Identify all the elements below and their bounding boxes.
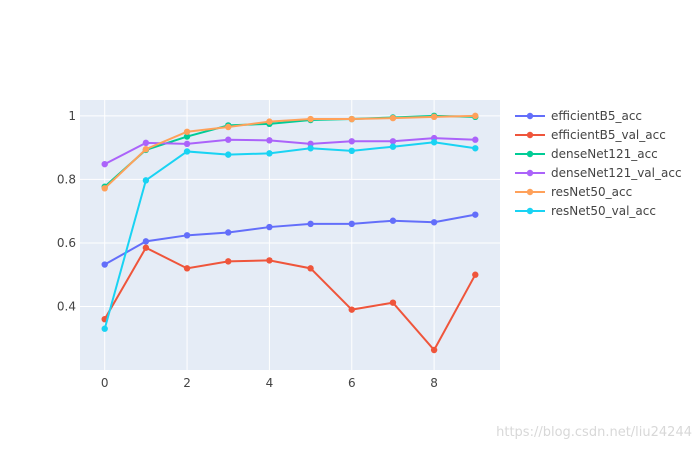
data-point — [430, 113, 438, 121]
data-point — [307, 265, 314, 272]
legend-item[interactable]: resNet50_acc — [515, 185, 632, 199]
legend-marker — [526, 169, 534, 177]
data-point — [307, 220, 314, 228]
data-point — [389, 217, 397, 224]
data-point — [307, 115, 314, 123]
data-point — [389, 299, 397, 306]
legend-label: efficientB5_acc — [551, 109, 642, 123]
data-point — [225, 258, 232, 265]
data-point — [348, 147, 355, 155]
data-point — [389, 114, 397, 122]
series-line — [104, 137, 476, 166]
y-tick-label: 0.4 — [57, 299, 76, 313]
data-point — [307, 145, 314, 152]
legend-item[interactable]: denseNet121_val_acc — [515, 166, 682, 180]
data-point — [389, 143, 397, 150]
legend-label: resNet50_val_acc — [551, 204, 656, 218]
data-point — [183, 148, 191, 155]
watermark-text: https://blog.csdn.net/liu24244 — [496, 425, 692, 440]
data-point — [101, 261, 108, 268]
data-point — [183, 232, 191, 239]
legend-marker — [526, 131, 534, 139]
data-point — [348, 138, 355, 145]
data-point — [472, 112, 479, 120]
legend-label: efficientB5_val_acc — [551, 128, 666, 142]
legend-marker — [526, 112, 534, 120]
series-denseNet121_val_acc — [101, 134, 479, 168]
legend-marker — [526, 207, 534, 215]
legend-item[interactable]: efficientB5_acc — [515, 109, 642, 123]
data-point — [389, 138, 397, 145]
data-point — [472, 211, 479, 218]
legend-label: denseNet121_val_acc — [551, 166, 682, 180]
x-axis-ticks: 0 2 4 6 8 — [101, 376, 438, 390]
data-point — [225, 123, 232, 131]
data-point — [472, 136, 479, 143]
data-point — [142, 146, 150, 153]
legend-marker — [526, 188, 534, 196]
data-point — [101, 160, 108, 168]
legend[interactable]: efficientB5_acc efficientB5_val_acc denseN… — [515, 109, 682, 218]
data-point — [142, 139, 150, 147]
data-point — [183, 265, 191, 272]
data-point — [430, 139, 438, 146]
data-point — [430, 219, 438, 226]
data-point — [472, 271, 479, 278]
x-tick-label: 2 — [183, 376, 191, 390]
data-point — [348, 115, 355, 123]
data-point — [101, 185, 108, 192]
data-point — [266, 257, 273, 264]
data-point — [266, 137, 273, 144]
series-line — [103, 141, 476, 329]
data-point — [183, 128, 191, 135]
legend-label: denseNet121_acc — [551, 147, 658, 161]
data-point — [225, 136, 232, 143]
data-point — [225, 151, 232, 158]
data-point — [142, 244, 150, 251]
legend-label: resNet50_acc — [551, 185, 632, 199]
data-point — [430, 346, 438, 354]
legend-item[interactable]: resNet50_val_acc — [515, 204, 656, 218]
legend-item[interactable]: efficientB5_val_acc — [515, 128, 666, 142]
series-resNet50_acc — [101, 112, 479, 192]
x-tick-label: 4 — [266, 376, 274, 390]
series-group — [101, 112, 479, 354]
data-point — [307, 140, 314, 148]
data-point — [101, 325, 108, 332]
legend-item[interactable]: denseNet121_acc — [515, 147, 658, 161]
data-point — [472, 145, 479, 152]
x-tick-label: 0 — [101, 376, 109, 390]
data-point — [183, 133, 191, 140]
series-line — [103, 246, 477, 352]
x-tick-label: 6 — [348, 376, 356, 390]
data-point — [348, 220, 355, 228]
data-point — [348, 306, 355, 313]
series-efficientB5_val_acc — [101, 244, 479, 354]
data-point — [266, 150, 273, 157]
y-tick-label: 0.6 — [57, 236, 76, 250]
plot-area — [80, 100, 500, 370]
data-point — [266, 223, 273, 231]
y-axis-ticks: 0.4 0.6 0.8 1 — [57, 109, 76, 314]
series-efficientB5_acc — [101, 211, 479, 268]
series-line — [104, 114, 476, 190]
series-line — [104, 213, 476, 266]
x-tick-label: 8 — [430, 376, 438, 390]
series-resNet50_val_acc — [101, 139, 479, 332]
legend-marker — [526, 150, 534, 158]
data-point — [225, 229, 232, 236]
y-tick-label: 1 — [68, 109, 76, 123]
y-tick-label: 0.8 — [57, 172, 76, 186]
data-point — [142, 238, 150, 245]
data-point — [266, 118, 273, 125]
data-point — [183, 140, 191, 148]
data-point — [142, 177, 150, 184]
